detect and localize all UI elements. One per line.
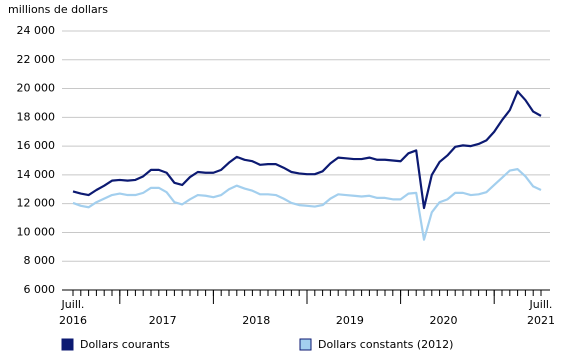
legend-swatch: [61, 338, 74, 351]
x-tick-label: Juill. 2021: [527, 298, 555, 327]
y-tick-label: 24 000: [17, 24, 56, 37]
x-group-label: 2018: [242, 314, 270, 327]
y-axis-label: millions de dollars: [8, 3, 108, 16]
y-tick-label: 18 000: [17, 110, 56, 123]
series-line: [72, 168, 542, 241]
y-tick-label: 16 000: [17, 139, 56, 152]
y-tick-label: 22 000: [17, 53, 56, 66]
x-group-label: 2020: [430, 314, 458, 327]
y-tick-label: 12 000: [17, 197, 56, 210]
y-tick-label: 14 000: [17, 168, 56, 181]
legend-swatch: [299, 338, 312, 351]
y-tick-label: 20 000: [17, 82, 56, 95]
y-tick-label: 8 000: [24, 254, 56, 267]
legend-label: Dollars constants (2012): [318, 338, 453, 351]
x-tick-label: Juill. 2016: [59, 298, 87, 327]
x-group-label: 2017: [149, 314, 177, 327]
x-group-label: 2019: [336, 314, 364, 327]
y-tick-label: 6 000: [24, 283, 56, 296]
y-tick-label: 10 000: [17, 225, 56, 238]
series-line: [72, 90, 542, 210]
legend-label: Dollars courants: [80, 338, 170, 351]
